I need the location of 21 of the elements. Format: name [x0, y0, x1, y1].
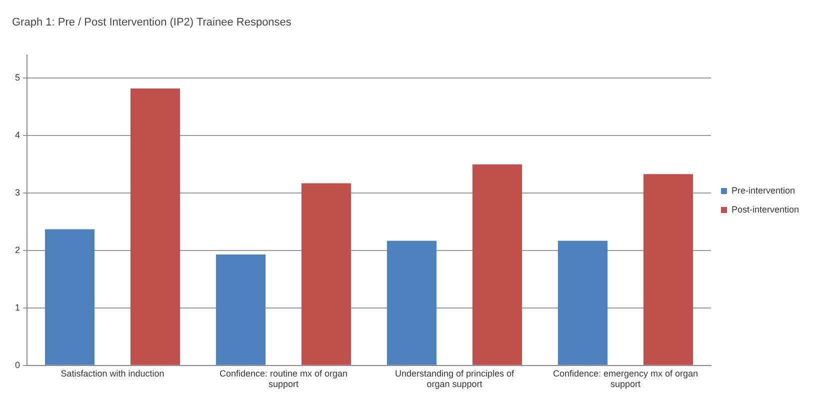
legend-label: Post-intervention [731, 204, 800, 214]
bar [472, 164, 522, 365]
y-tick-label: 2 [14, 244, 20, 255]
x-tick-label: Confidence: emergency mx of organ support [552, 368, 698, 390]
bar [130, 88, 180, 365]
y-tick-label: 3 [14, 188, 20, 198]
chart-title: Graph 1: Pre / Post Intervention (IP2) Trainee Responses [12, 16, 292, 29]
bar [301, 183, 352, 365]
bar [386, 240, 437, 365]
legend-label: Pre-intervention [731, 185, 796, 196]
bar [643, 174, 694, 365]
y-tick-label: 0 [14, 360, 20, 370]
y-tick-label: 5 [14, 72, 20, 83]
y-tick-label: 4 [14, 130, 20, 140]
x-tick-label: Understanding of principles of organ support [394, 368, 515, 390]
x-tick-label: Confidence: routine mx of organ support [219, 368, 348, 390]
y-tick-label: 1 [14, 302, 20, 312]
bar [558, 240, 608, 365]
bar [44, 229, 95, 365]
bar [216, 254, 266, 365]
x-tick-label: Satisfaction with induction [60, 368, 164, 378]
